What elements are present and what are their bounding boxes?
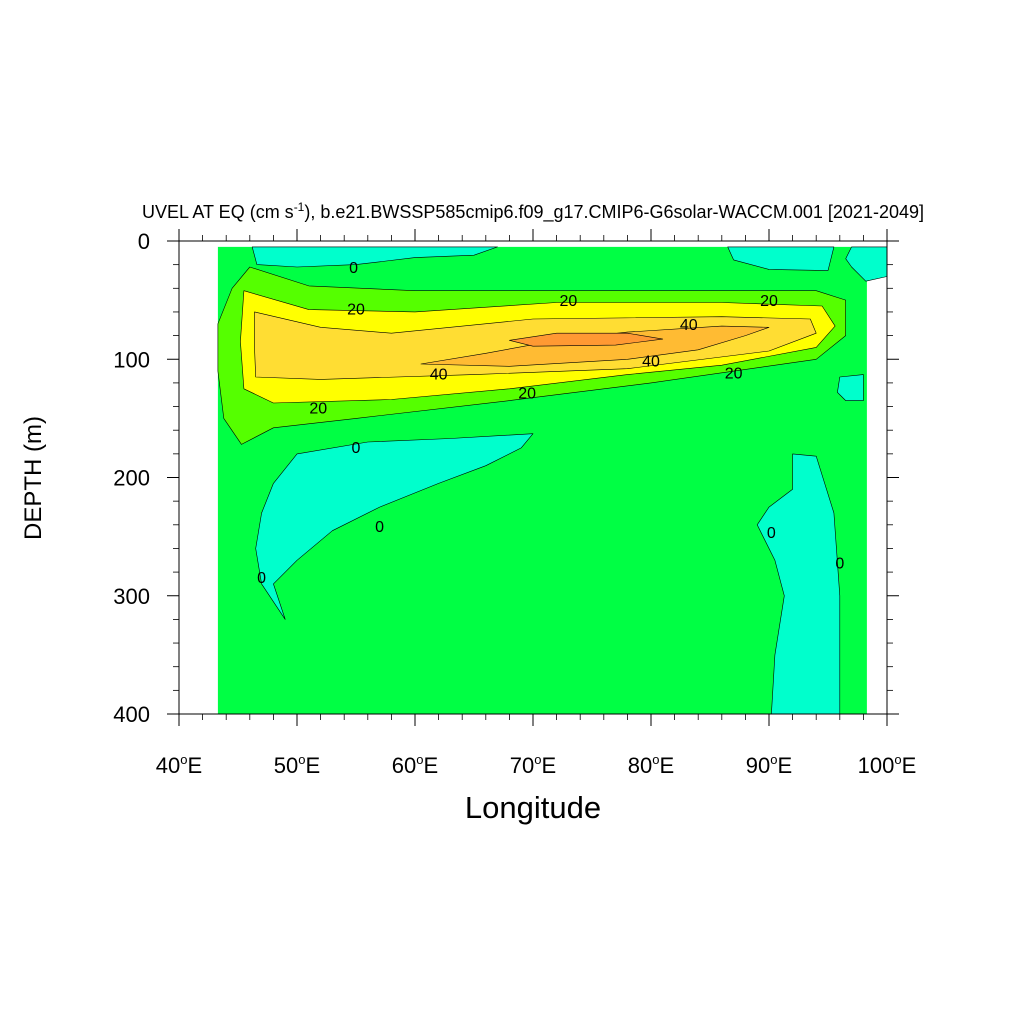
contour-region-lt0 xyxy=(727,246,835,271)
svg-text:0: 0 xyxy=(767,525,776,542)
svg-text:20: 20 xyxy=(309,401,327,418)
y-axis-label: DEPTH (m) xyxy=(20,416,47,540)
x-tick-label: 80oE xyxy=(628,752,674,778)
contour-region-lt0 xyxy=(756,453,841,715)
x-tick-label: 50oE xyxy=(274,752,320,778)
chart-title: UVEL AT EQ (cm s-1), b.e21.BWSSP585cmip6… xyxy=(142,200,924,223)
x-tick-label: 100oE xyxy=(858,752,917,778)
svg-text:0: 0 xyxy=(349,260,358,277)
y-tick-label: 0 xyxy=(138,229,150,254)
contour-label: 0 xyxy=(835,556,844,573)
svg-text:20: 20 xyxy=(725,365,743,382)
svg-text:20: 20 xyxy=(760,293,778,310)
contour-label: 0 xyxy=(375,519,384,536)
axis-ticks: 40oE 50oE 60oE 70oE 80oE 90oE 100oE01002003004… xyxy=(113,229,916,778)
svg-text:20: 20 xyxy=(518,385,536,402)
x-tick-label: 40oE xyxy=(156,752,202,778)
contour-fills xyxy=(217,246,888,715)
contour-label: 20 xyxy=(518,385,536,402)
y-tick-label: 400 xyxy=(113,702,150,727)
contour-label: 20 xyxy=(347,301,365,318)
contour-label: 20 xyxy=(560,293,578,310)
x-tick-label: 90oE xyxy=(746,752,792,778)
title-text-1: UVEL AT EQ (cm s xyxy=(142,202,294,222)
contour-region-50-60 xyxy=(509,332,664,347)
contour-labels: 0 20 20 20 40 40 40 20 20 20 0 0 0 0 0 xyxy=(257,260,844,587)
contour-region-lt0 xyxy=(251,246,498,268)
contour-label: 0 xyxy=(349,260,358,277)
svg-text:40: 40 xyxy=(430,366,448,383)
title-superscript: -1 xyxy=(294,200,305,214)
contour-label: 20 xyxy=(309,401,327,418)
contour-label: 40 xyxy=(430,366,448,383)
svg-text:40: 40 xyxy=(680,317,698,334)
contour-label: 20 xyxy=(760,293,778,310)
contour-label: 40 xyxy=(680,317,698,334)
svg-text:40: 40 xyxy=(642,353,660,370)
y-tick-label: 200 xyxy=(113,466,150,491)
contour-label: 0 xyxy=(352,440,361,457)
svg-text:20: 20 xyxy=(347,301,365,318)
x-axis-label: Longitude xyxy=(465,790,601,825)
contour-label: 0 xyxy=(767,525,776,542)
contour-label: 40 xyxy=(642,353,660,370)
y-tick-label: 100 xyxy=(113,347,150,372)
x-tick-label: 60oE xyxy=(392,752,438,778)
contour-region-lt0 xyxy=(255,433,534,620)
svg-text:0: 0 xyxy=(375,519,384,536)
contour-region-lt0 xyxy=(837,374,864,401)
svg-text:0: 0 xyxy=(257,570,266,587)
x-tick-label: 70oE xyxy=(510,752,556,778)
contour-label: 20 xyxy=(725,365,743,382)
svg-text:0: 0 xyxy=(835,556,844,573)
contour-label: 0 xyxy=(257,570,266,587)
title-text-2: ), b.e21.BWSSP585cmip6.f09_g17.CMIP6-G6s… xyxy=(304,202,924,223)
svg-text:20: 20 xyxy=(560,293,578,310)
y-tick-label: 300 xyxy=(113,584,150,609)
svg-text:0: 0 xyxy=(352,440,361,457)
